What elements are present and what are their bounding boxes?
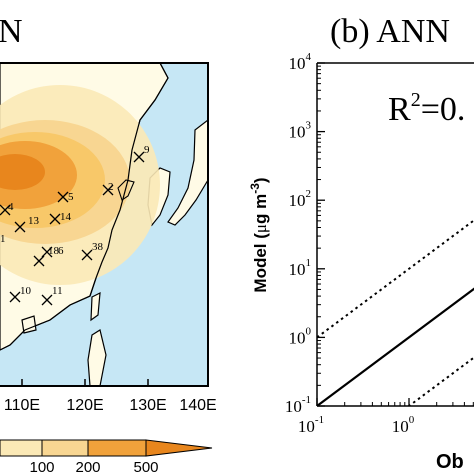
x-tick-label: 10-1 [298, 414, 324, 436]
y-label-exp: -3 [248, 183, 262, 194]
colorbar-tick-200: 200 [75, 459, 100, 474]
station-label-9: 9 [144, 144, 150, 156]
y-tick-base: 10 [289, 328, 306, 347]
japan [167, 119, 208, 226]
y-tick-exp: 2 [306, 188, 312, 200]
station-label-18: 18 [48, 245, 60, 257]
station-markers [0, 151, 145, 306]
hainan [21, 315, 37, 334]
coastline [0, 63, 169, 351]
y-tick-base: 10 [289, 54, 306, 73]
station-label-11: 11 [52, 285, 63, 297]
y-tick-label: 101 [289, 257, 312, 279]
station-marker-10 [9, 291, 21, 303]
y-tick-base: 10 [285, 397, 302, 416]
reference-lines [317, 219, 474, 406]
y-label-mu: μ [251, 224, 270, 233]
r2-superscript: 2 [411, 89, 421, 111]
station-marker-4 [0, 204, 11, 216]
station-label-13: 13 [28, 215, 40, 227]
x-tick-exp: -1 [315, 414, 324, 426]
station-label-10: 10 [20, 285, 32, 297]
lon-tick-120: 120E [66, 397, 103, 414]
philippines [87, 329, 107, 386]
lon-tick-110: 110E [4, 397, 40, 414]
x-tick-exp: 0 [409, 414, 415, 426]
y-tick-label: 103 [289, 120, 312, 142]
station-marker-6 [33, 255, 45, 267]
x-tick-base: 10 [392, 417, 409, 436]
r2-annotation: R2=0. [388, 89, 465, 128]
x-tick-base: 10 [298, 417, 315, 436]
station-label-2: 2 [108, 181, 114, 193]
contour-peak [0, 154, 45, 190]
y-tick-base: 10 [289, 191, 306, 210]
station-marker-5 [57, 191, 69, 203]
y-tick-label: 102 [289, 188, 312, 210]
colorbar [0, 439, 213, 457]
y-tick-exp: 0 [306, 325, 312, 337]
y-tick-exp: 1 [306, 257, 312, 269]
station-label-5: 5 [68, 191, 74, 203]
station-marker-18 [41, 246, 53, 258]
taiwan [90, 291, 101, 322]
station-marker-2 [102, 184, 114, 196]
y-tick-label: 104 [289, 51, 312, 73]
lon-tick-140: 140E [179, 397, 216, 414]
r2-prefix: R [388, 91, 411, 128]
station-marker-38 [81, 249, 93, 261]
station-label-6: 6 [58, 245, 64, 257]
y-tick-base: 10 [289, 123, 306, 142]
colorbar-tick-500: 500 [133, 459, 158, 474]
y-tick-base: 10 [289, 260, 306, 279]
shandong-coast [117, 179, 135, 201]
y-tick-label: 100 [289, 325, 312, 347]
x-axis-label: Ob [436, 451, 464, 473]
map-frame [0, 62, 209, 387]
station-label-14: 14 [60, 211, 72, 223]
station-marker-13 [14, 221, 26, 233]
station-label-38: 38 [92, 241, 104, 253]
y-tick-exp: -1 [302, 394, 311, 406]
station-marker-14 [49, 213, 61, 225]
y-tick-label: 10-1 [285, 394, 311, 416]
colorbar-arrow [145, 439, 213, 457]
reference-line [317, 287, 474, 406]
y-tick-exp: 3 [306, 120, 312, 132]
chart-title: (b) ANN [330, 13, 450, 50]
station-label-1: 1 [0, 233, 6, 245]
map-area: 9 2 5 4 13 14 1 18 6 38 10 11 [0, 63, 208, 386]
x-tick-label: 100 [392, 414, 415, 436]
y-tick-exp: 4 [306, 51, 312, 63]
y-label-prefix: Model ( [251, 233, 270, 293]
x-ticks: 10-1 100 [298, 398, 474, 436]
station-marker-9 [133, 151, 145, 163]
y-label-unit: g m [251, 194, 270, 224]
y-axis-label: Model (μg m-3) [248, 177, 270, 292]
station-label-4: 4 [8, 201, 14, 213]
map-title: N [0, 13, 23, 50]
colorbar-tick-100: 100 [29, 459, 54, 474]
r2-suffix: =0. [421, 91, 466, 128]
station-marker-11 [41, 294, 53, 306]
y-label-suffix: ) [251, 177, 270, 183]
map-ticks [21, 379, 209, 386]
lon-tick-130: 130E [129, 397, 166, 414]
